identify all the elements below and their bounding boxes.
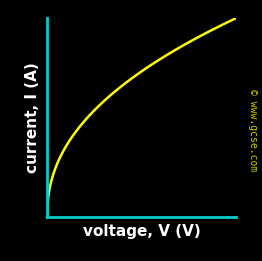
X-axis label: voltage, V (V): voltage, V (V): [83, 224, 200, 239]
Y-axis label: current, I (A): current, I (A): [25, 62, 40, 173]
Text: © www.gcse.com: © www.gcse.com: [248, 89, 258, 172]
